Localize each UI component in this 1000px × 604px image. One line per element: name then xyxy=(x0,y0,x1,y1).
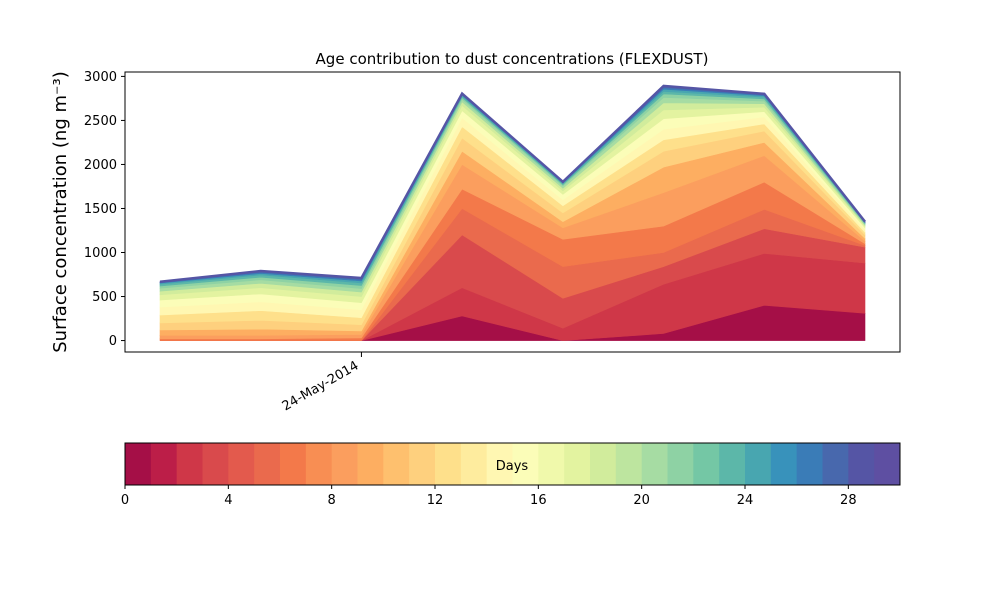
y-tick-label: 0 xyxy=(109,334,117,349)
colorbar-label: Days xyxy=(496,459,529,474)
y-tick-label: 1000 xyxy=(84,246,117,261)
colorbar-bin xyxy=(125,443,152,485)
y-tick-label: 2500 xyxy=(84,114,117,129)
colorbar-bin xyxy=(693,443,720,485)
colorbar-tick-label: 24 xyxy=(737,493,754,508)
colorbar-bin xyxy=(486,443,513,485)
colorbar-bin xyxy=(460,443,488,485)
colorbar-bin xyxy=(435,443,462,485)
colorbar-bin xyxy=(822,443,849,485)
y-tick-label: 1500 xyxy=(84,202,117,217)
colorbar-tick-label: 28 xyxy=(840,493,857,508)
top-outline-line xyxy=(159,84,866,283)
colorbar-bin xyxy=(409,443,436,485)
y-tick-label: 500 xyxy=(92,290,117,305)
plot-frame xyxy=(124,71,901,353)
colorbar: 0 4 8 12 16 20 24 28 xyxy=(121,442,901,508)
colorbar-bin xyxy=(564,443,591,485)
colorbar-bin xyxy=(641,443,668,485)
colorbar-bin xyxy=(150,443,178,485)
colorbar-bin xyxy=(254,443,281,485)
x-tick-label: 24-May-2014 xyxy=(280,358,362,414)
colorbar-tick-label: 20 xyxy=(633,493,650,508)
colorbar-tick-label: 0 xyxy=(121,493,129,508)
y-tick-label: 2000 xyxy=(84,158,117,173)
colorbar-bin xyxy=(383,443,410,485)
stacked-areas xyxy=(159,84,866,341)
chart-title: Age contribution to dust concentrations … xyxy=(316,50,709,68)
colorbar-frame xyxy=(124,442,901,486)
colorbar-bin xyxy=(176,443,203,485)
y-axis-label: Surface concentration (ng m⁻³) xyxy=(50,71,71,353)
colorbar-bin xyxy=(228,443,255,485)
colorbar-bin xyxy=(796,443,823,485)
colorbar-bin xyxy=(280,443,307,485)
colorbar-tick-label: 16 xyxy=(530,493,547,508)
colorbar-bin xyxy=(512,443,539,485)
colorbar-bin xyxy=(745,443,772,485)
colorbar-tick-label: 4 xyxy=(224,493,232,508)
colorbar-tick-label: 8 xyxy=(328,493,336,508)
colorbar-bin xyxy=(667,443,694,485)
colorbar-bin xyxy=(331,443,358,485)
colorbar-bin xyxy=(615,443,643,485)
colorbar-bin xyxy=(305,443,333,485)
colorbar-bin xyxy=(538,443,565,485)
colorbar-bin xyxy=(202,443,229,485)
colorbar-bin xyxy=(874,443,901,485)
colorbar-bin xyxy=(770,443,798,485)
y-tick-label: 3000 xyxy=(84,70,117,85)
colorbar-tick-label: 12 xyxy=(427,493,444,508)
colorbar-bin xyxy=(357,443,384,485)
colorbar-bin xyxy=(719,443,746,485)
colorbar-bin xyxy=(590,443,617,485)
colorbar-bin xyxy=(848,443,875,485)
